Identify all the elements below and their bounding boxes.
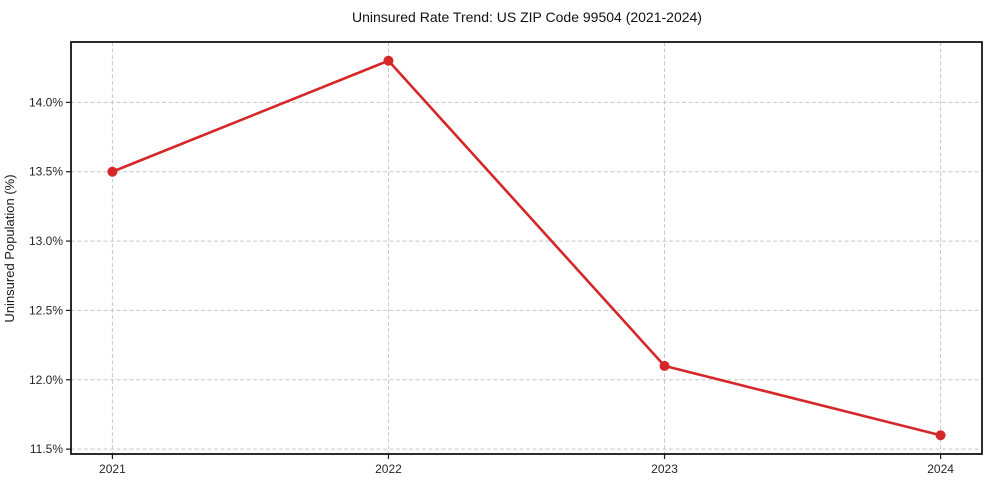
- y-axis-label: Uninsured Population (%): [2, 174, 17, 322]
- y-tick-label: 13.0%: [29, 234, 63, 248]
- data-point: [107, 166, 118, 177]
- y-tick-label: 12.5%: [29, 303, 63, 317]
- plot-frame: [70, 41, 983, 455]
- x-tick-label: 2021: [99, 462, 126, 476]
- data-point: [935, 430, 946, 441]
- y-tick-label: 14.0%: [29, 95, 63, 109]
- trend-line: [111, 59, 942, 437]
- y-tick-label: 11.5%: [30, 442, 63, 456]
- x-tick-label: 2024: [927, 462, 954, 476]
- chart-title: Uninsured Rate Trend: US ZIP Code 99504 …: [352, 9, 702, 25]
- x-tick-label: 2022: [375, 462, 402, 476]
- plot-area: 11.5% 12.0% 12.5% 13.0% 13.5% 14.0% 2021 2022 20…: [29, 41, 983, 476]
- data-point: [659, 360, 670, 371]
- y-tick-label: 12.0%: [29, 373, 63, 387]
- y-tick-label: 13.5%: [29, 165, 63, 179]
- data-point: [383, 55, 394, 66]
- x-tick-label: 2023: [651, 462, 678, 476]
